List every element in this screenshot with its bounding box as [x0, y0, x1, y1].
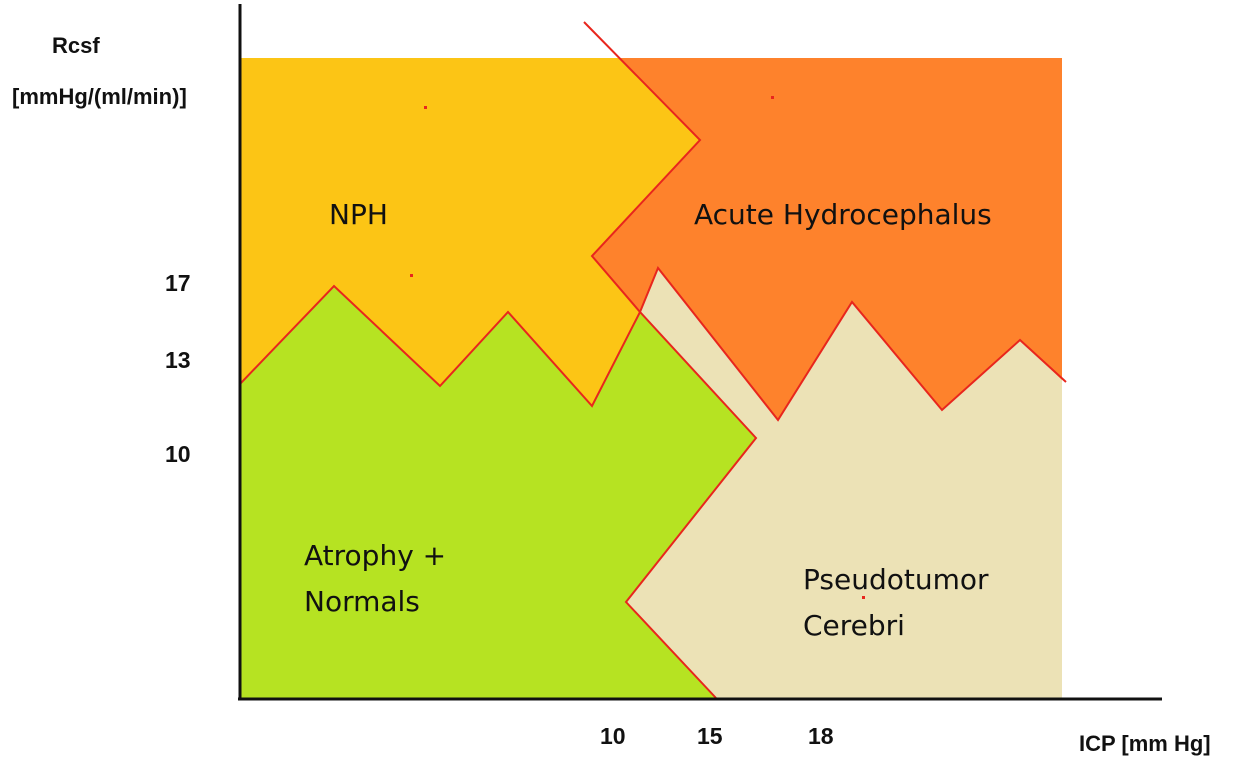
- speck: [410, 274, 413, 277]
- x-tick-10: 10: [600, 723, 626, 749]
- label-atrophy-line1: Atrophy +: [304, 539, 447, 572]
- label-pseudotumor-line1: Pseudotumor: [803, 563, 989, 596]
- y-axis-title-line2: [mmHg/(ml/min)]: [12, 84, 187, 109]
- label-atrophy-line2: Normals: [304, 585, 420, 618]
- region-nph: [240, 58, 700, 406]
- y-tick-17: 17: [165, 270, 191, 296]
- boundary-nph-acute: [583, 21, 702, 313]
- x-tick-18: 18: [808, 723, 834, 749]
- boundary-acute-pseudotumor: [639, 266, 1067, 422]
- label-acute-hydrocephalus: Acute Hydrocephalus: [694, 198, 992, 231]
- x-axis-title: ICP [mm Hg]: [1079, 731, 1211, 756]
- label-pseudotumor-line2: Cerebri: [803, 609, 905, 642]
- boundary-nph-atrophy: [239, 284, 758, 699]
- speck: [862, 596, 865, 599]
- y-tick-13: 13: [165, 347, 191, 373]
- region-acute: [592, 58, 1062, 420]
- speck: [771, 96, 774, 99]
- speck: [424, 106, 427, 109]
- region-pseudotumor: [626, 268, 1062, 698]
- label-nph: NPH: [329, 198, 388, 231]
- x-tick-15: 15: [697, 723, 723, 749]
- y-tick-10: 10: [165, 441, 191, 467]
- region-atrophy: [240, 286, 756, 698]
- y-axis-title-line1: Rcsf: [52, 33, 100, 58]
